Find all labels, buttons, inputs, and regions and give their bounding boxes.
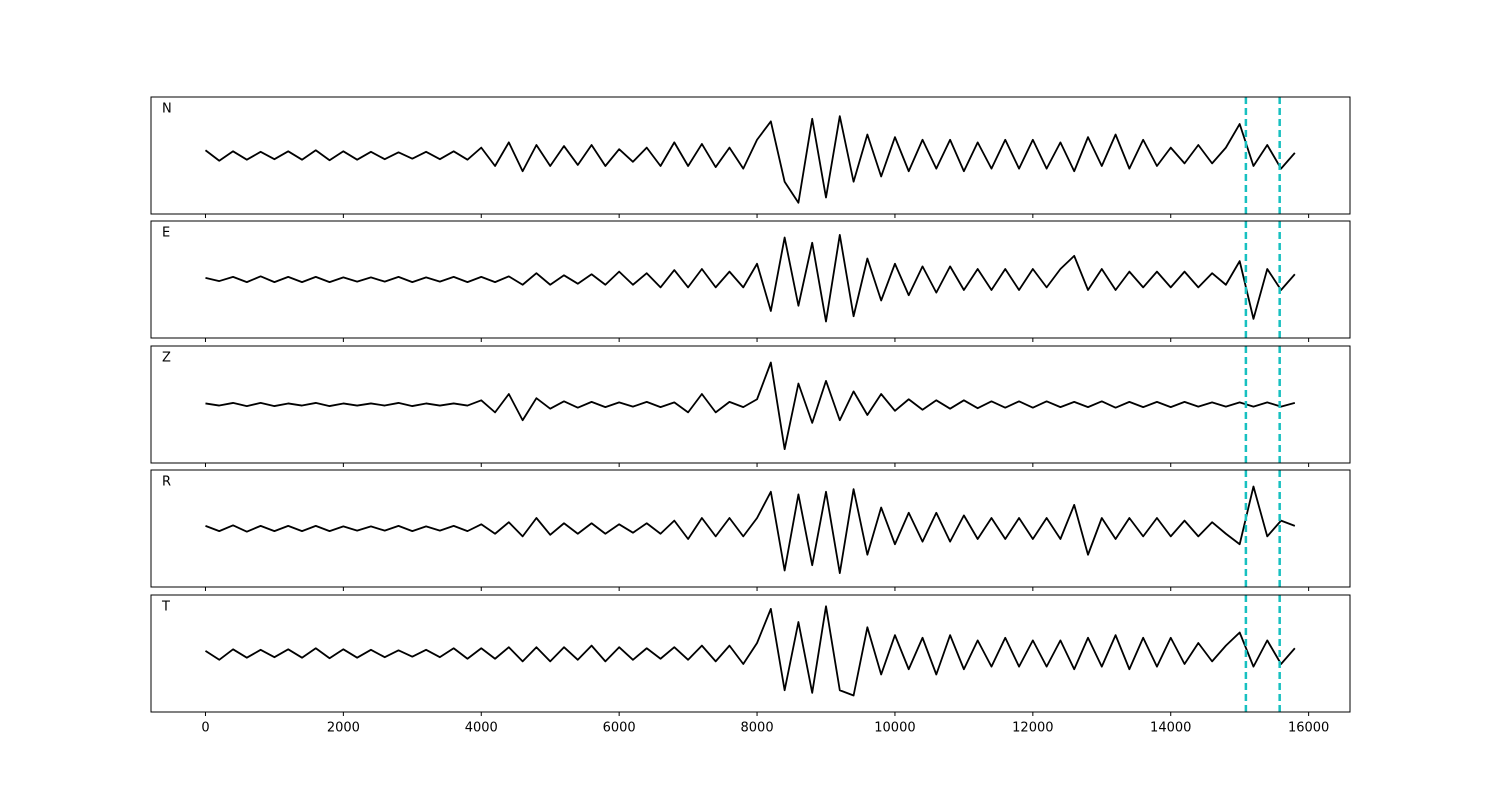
x-tick-label: 8000 — [741, 721, 774, 736]
panel-label: E — [162, 226, 170, 241]
panel-label: R — [162, 475, 171, 490]
x-tick-label: 4000 — [465, 721, 498, 736]
panel-label: N — [162, 102, 172, 117]
trace — [205, 233, 1296, 323]
trace — [205, 361, 1296, 451]
panel-frame — [150, 469, 1351, 588]
panel-frame — [150, 345, 1351, 464]
x-tick-label: 2000 — [327, 721, 360, 736]
panel-label: T — [161, 600, 170, 615]
panel-frame — [150, 594, 1351, 713]
panel-frame — [150, 220, 1351, 339]
trace — [204, 115, 1296, 204]
trace — [205, 485, 1296, 575]
x-tick-label: 14000 — [1150, 721, 1191, 736]
x-tick-label: 0 — [201, 721, 209, 736]
x-tick-label: 10000 — [874, 721, 915, 736]
panel-frame — [150, 96, 1351, 215]
trace — [204, 605, 1296, 697]
x-tick-label: 6000 — [603, 721, 636, 736]
x-tick-label: 16000 — [1288, 721, 1329, 736]
x-tick-label: 12000 — [1012, 721, 1053, 736]
panel-label: Z — [162, 351, 171, 366]
